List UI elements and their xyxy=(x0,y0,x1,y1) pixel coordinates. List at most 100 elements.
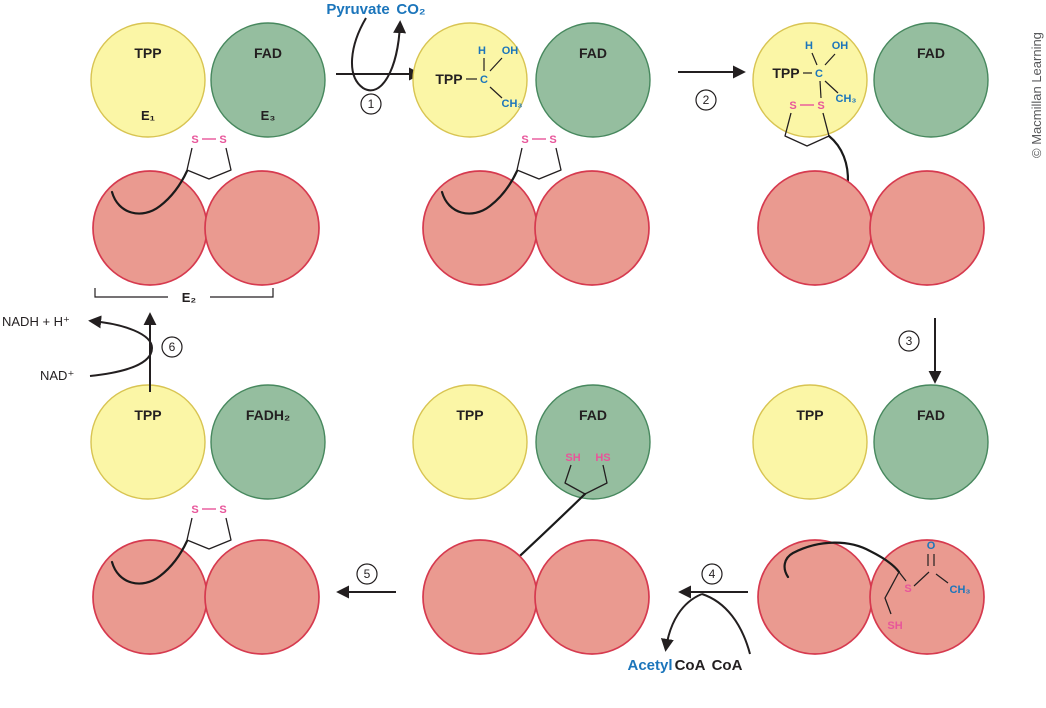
carbon-label: C xyxy=(815,68,823,80)
tpp-label: TPP xyxy=(796,407,823,423)
dithiolane-ring xyxy=(186,517,232,550)
tpp-label: TPP xyxy=(772,65,799,81)
e1-tpp-circle xyxy=(752,22,868,138)
step-3: 3 xyxy=(898,318,942,384)
credit-macmillan-learning: © Macmillan Learning xyxy=(1029,32,1044,158)
step-6: NADH + H⁺ NAD⁺ 6 xyxy=(2,312,183,392)
step-6-number: 6 xyxy=(169,340,176,354)
e2-core-right-circle xyxy=(204,539,320,655)
step-1-badge-circle xyxy=(360,93,382,115)
fad-label: FAD xyxy=(917,407,945,423)
panel-3-lipoamide-to-e1: TPP C H OH CH₃ S S FAD xyxy=(752,22,989,286)
pyruvate-label: Pyruvate xyxy=(326,1,389,18)
thioester-sulfur-label: S xyxy=(904,583,911,595)
chain-to-s-bond xyxy=(898,571,907,582)
coa-curve-in xyxy=(701,593,751,655)
e1-tpp-circle xyxy=(412,384,528,500)
acetyl-coa-curve-out xyxy=(660,593,703,652)
e3-fadh2-circle xyxy=(210,384,326,500)
step-5-number: 5 xyxy=(364,567,371,581)
sulfur-left-label: S xyxy=(789,100,796,112)
c-h-bond xyxy=(811,52,818,66)
e2-core-left-circle xyxy=(422,170,538,286)
c-ch3-bond xyxy=(935,573,949,584)
nadh-label: NADH + H⁺ xyxy=(2,314,70,329)
lipoamide-arm xyxy=(110,539,189,585)
e2-core-left-circle xyxy=(757,170,873,286)
panel-4-acetyl-lipoamide: TPP FAD S SH O CH₃ xyxy=(752,384,989,655)
dithiolane-ring xyxy=(186,147,232,180)
c-ch3-bond xyxy=(489,86,503,99)
e2-core-right-circle xyxy=(534,539,650,655)
e2-core-left-circle xyxy=(422,539,538,655)
c-ch3-bond xyxy=(824,80,839,94)
methyl-label: CH₃ xyxy=(502,98,523,110)
e2-core-left-circle xyxy=(92,170,208,286)
sulfur-right-label: S xyxy=(219,134,226,146)
sulfur-right-label: S xyxy=(817,100,824,112)
hydrogen-label: H xyxy=(805,40,813,52)
sulfur-left-label: S xyxy=(191,134,198,146)
step-4-badge-circle xyxy=(701,563,723,585)
tpp-label: TPP xyxy=(456,407,483,423)
fadh2-label: FADH₂ xyxy=(246,407,290,423)
step-2-number: 2 xyxy=(703,93,710,107)
e3-fad-circle xyxy=(210,22,326,138)
step-5-badge-circle xyxy=(356,563,378,585)
e2-core-right-circle xyxy=(869,170,985,286)
thiol-left-label: SH xyxy=(565,452,580,464)
co2-label: CO₂ xyxy=(396,1,425,18)
e2-core-left-circle xyxy=(92,539,208,655)
lipoamide-arm xyxy=(110,169,189,215)
chain-to-sh-bond xyxy=(884,571,900,615)
tpp-label: TPP xyxy=(435,71,462,87)
step-2-badge-circle xyxy=(695,89,717,111)
e2-core-right-circle xyxy=(869,539,985,655)
fad-label: FAD xyxy=(579,45,607,61)
e2-bracket xyxy=(94,288,274,298)
sulfur-right-label: S xyxy=(219,504,226,516)
step-3-badge: 3 xyxy=(898,330,920,352)
thiol-right-label: HS xyxy=(595,452,610,464)
hydroxyl-label: OH xyxy=(832,40,849,52)
panel-2-hydroxyethyl-tpp: TPP C H OH CH₃ FAD S S xyxy=(412,22,651,286)
coa-product-label: CoA xyxy=(675,657,706,674)
tpp-label: TPP xyxy=(134,45,161,61)
dithiolane-ring xyxy=(516,147,562,180)
step-4-badge: 4 xyxy=(701,563,723,585)
c-s-bond xyxy=(819,80,822,99)
step-1: Pyruvate CO₂ 1 xyxy=(326,1,426,115)
e3-label: E₃ xyxy=(261,108,276,123)
step-1-badge: 1 xyxy=(360,93,382,115)
fad-label: FAD xyxy=(917,45,945,61)
e2-core-left-circle xyxy=(757,539,873,655)
methyl-label: CH₃ xyxy=(836,93,857,105)
step-5-badge: 5 xyxy=(356,563,378,585)
step-6-badge: 6 xyxy=(161,336,183,358)
s-carbonyl-bond xyxy=(913,571,930,587)
e1-tpp-circle xyxy=(90,384,206,500)
coa-substrate-label: CoA xyxy=(712,657,743,674)
panel-6-fadh2: TPP FADH₂ S S xyxy=(90,384,326,655)
step-4-number: 4 xyxy=(709,567,716,581)
e3-fad-circle xyxy=(873,384,989,500)
e1-tpp-circle xyxy=(90,22,206,138)
e1-tpp-circle xyxy=(752,384,868,500)
step-1-number: 1 xyxy=(368,97,375,111)
step-6-badge-circle xyxy=(161,336,183,358)
panel-1-resting-complex: TPP E₁ FAD E₃ S S E₂ xyxy=(90,22,326,305)
step-3-badge-circle xyxy=(898,330,920,352)
step-4: 4 Acetyl CoA CoA xyxy=(627,563,751,674)
sulfur-left-label: S xyxy=(191,504,198,516)
carbonyl-oxygen-label: O xyxy=(927,540,936,552)
e1-tpp-circle xyxy=(412,22,528,138)
nad-nadh-curve xyxy=(88,315,154,377)
acetyl-label: Acetyl xyxy=(627,657,672,674)
dithiolane-ring xyxy=(784,112,830,147)
hydroxyl-label: OH xyxy=(502,45,519,57)
lipoamide-arm xyxy=(440,169,519,215)
methyl-label: CH₃ xyxy=(950,584,971,596)
sulfur-left-label: S xyxy=(521,134,528,146)
